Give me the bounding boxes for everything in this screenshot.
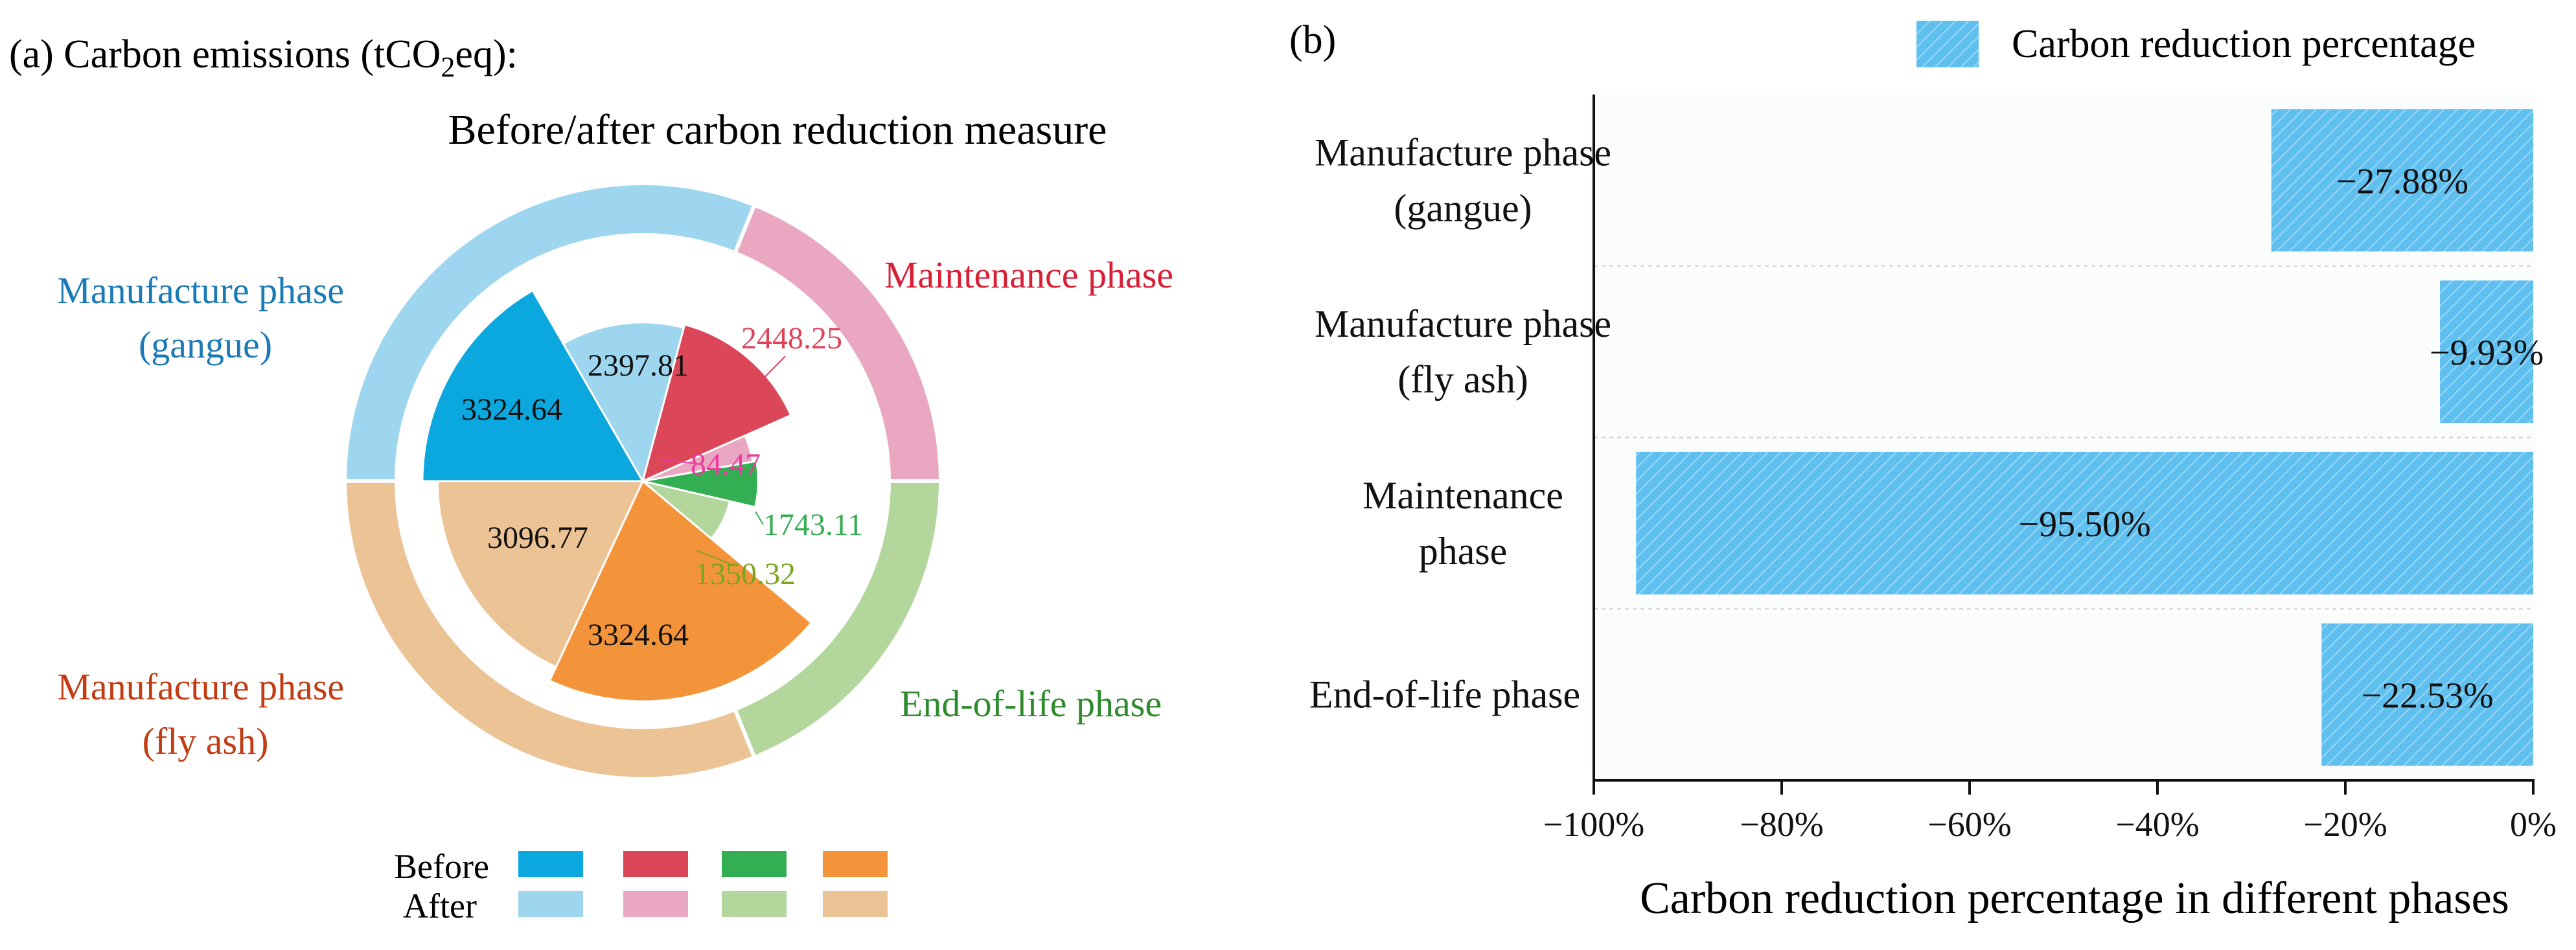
value-gangue-after: 2397.81 bbox=[588, 348, 689, 383]
legend-swatch-eol-after bbox=[722, 891, 787, 917]
legend-swatches bbox=[518, 851, 888, 917]
x-axis-label: Carbon reduction percentage in different… bbox=[1640, 874, 2509, 923]
label-gangue: Manufacture phase (gangue) bbox=[57, 269, 353, 366]
panel-b: (b) Carbon reduction percentage −27.88% M… bbox=[1289, 18, 2557, 923]
x-tick-label: −40% bbox=[2115, 805, 2199, 844]
donut-chart bbox=[345, 183, 941, 779]
x-tick-label: 0% bbox=[2510, 805, 2557, 844]
category-label: Manufacture phase (fly ash) bbox=[1315, 302, 1611, 401]
x-tick-label: −20% bbox=[2303, 805, 2387, 844]
x-tick-label: −80% bbox=[1740, 805, 1823, 844]
legend-before-label: Before bbox=[394, 847, 489, 886]
value-maint-after: 84.47 bbox=[691, 447, 761, 482]
legend-bar-swatch bbox=[1916, 21, 1979, 67]
figure: (a) Carbon emissions (tCO2eq): Before/af… bbox=[0, 0, 2576, 950]
value-gangue-before: 3324.64 bbox=[461, 392, 562, 427]
legend-bar-label: Carbon reduction percentage bbox=[2012, 22, 2476, 66]
value-eol-before: 1743.11 bbox=[763, 508, 863, 542]
legend-swatch-maint-after bbox=[623, 891, 688, 917]
bar-value-label: −9.93% bbox=[2430, 333, 2544, 373]
bar-value-label: −95.50% bbox=[2019, 504, 2151, 545]
legend-swatch-fly-after bbox=[823, 891, 888, 917]
legend-swatch-eol-before bbox=[722, 851, 787, 877]
x-tick-label: −60% bbox=[1927, 805, 2011, 844]
legend-swatch-gangue-after bbox=[518, 891, 583, 917]
value-maint-before: 2448.25 bbox=[741, 321, 842, 356]
bar-value-label: −27.88% bbox=[2336, 161, 2468, 201]
label-maintenance: Maintenance phase bbox=[884, 254, 1173, 296]
bar-value-label: −22.53% bbox=[2362, 676, 2494, 716]
legend-swatch-maint-before bbox=[623, 851, 688, 877]
value-fly-before: 3324.64 bbox=[588, 618, 689, 652]
leader-eol-before bbox=[755, 512, 763, 525]
legend-swatch-fly-before bbox=[823, 851, 888, 877]
panel-a-title: (a) Carbon emissions (tCO2eq): bbox=[9, 32, 518, 83]
x-tick-label: −100% bbox=[1543, 805, 1644, 844]
label-end-of-life: End-of-life phase bbox=[900, 683, 1162, 725]
value-fly-after: 3096.77 bbox=[487, 521, 588, 555]
category-label: Maintenance phase bbox=[1363, 474, 1563, 572]
panel-a-subtitle: Before/after carbon reduction measure bbox=[448, 106, 1107, 153]
x-axis-ticks: −100% −80% −60% −40% −20% 0% bbox=[1543, 780, 2557, 844]
panel-a: (a) Carbon emissions (tCO2eq): Before/af… bbox=[9, 32, 1173, 925]
legend-after-label: After bbox=[403, 887, 477, 925]
value-eol-after: 1350.32 bbox=[695, 557, 796, 591]
panel-b-label: (b) bbox=[1289, 18, 1336, 62]
legend-swatch-gangue-before bbox=[518, 851, 583, 877]
category-label: End-of-life phase bbox=[1309, 673, 1580, 716]
category-label: Manufacture phase (gangue) bbox=[1315, 131, 1611, 229]
label-fly-ash: Manufacture phase (fly ash) bbox=[57, 666, 353, 762]
